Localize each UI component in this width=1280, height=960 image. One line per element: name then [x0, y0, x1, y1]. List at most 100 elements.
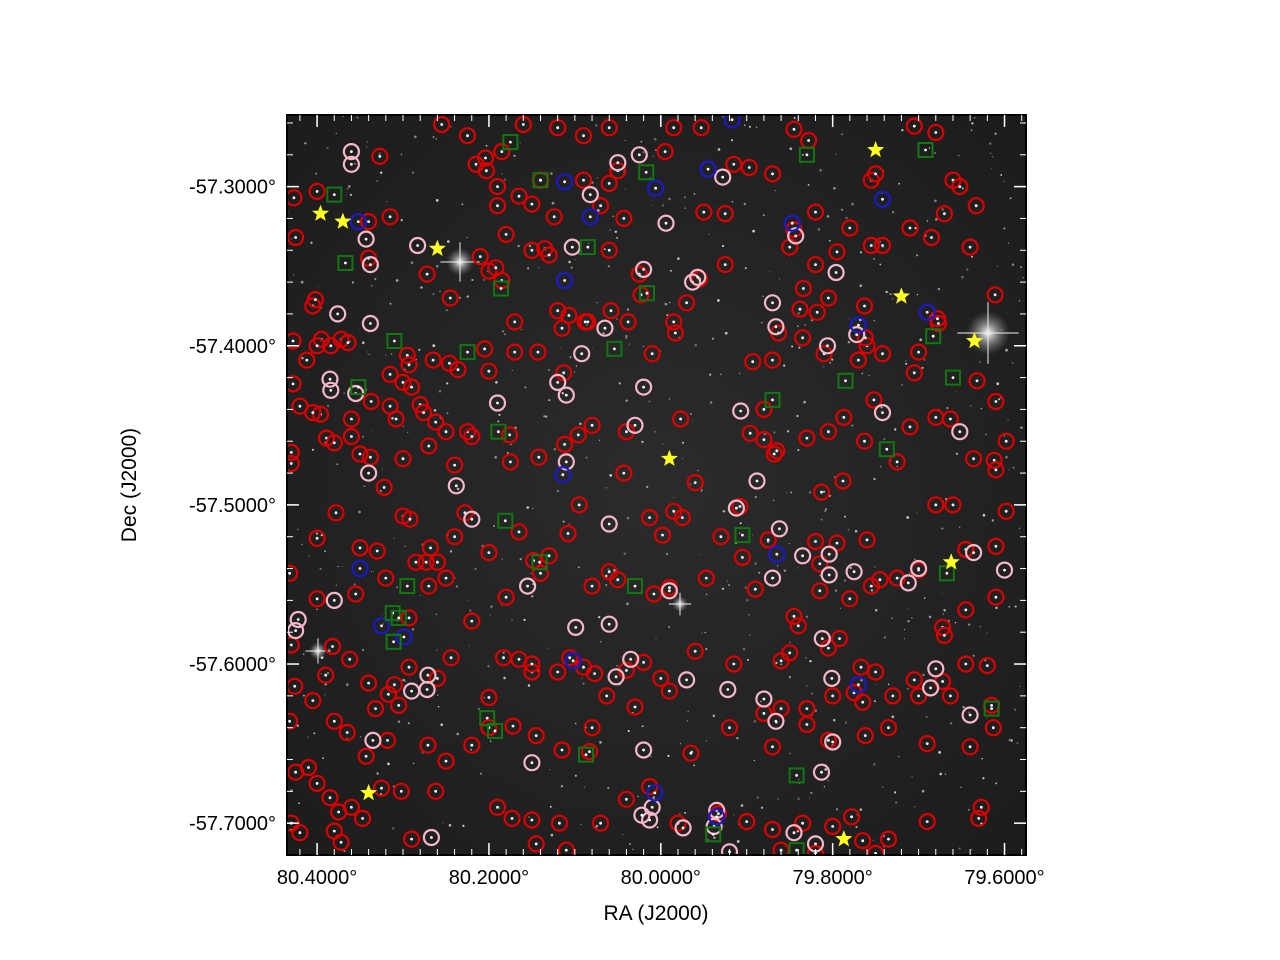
circle-marker — [361, 256, 379, 274]
circle-marker — [446, 456, 464, 474]
field-star — [345, 683, 349, 687]
field-star — [755, 126, 758, 129]
circle-marker — [783, 214, 801, 232]
field-star — [528, 816, 530, 818]
source-dot — [331, 645, 334, 648]
circle-marker — [441, 289, 459, 307]
circle-marker — [862, 236, 880, 255]
field-star — [831, 358, 834, 361]
circle-marker — [763, 738, 782, 756]
field-star — [786, 492, 788, 494]
star-marker — [428, 239, 446, 256]
field-star — [1022, 277, 1024, 279]
circle-marker — [339, 334, 357, 352]
field-star — [824, 508, 828, 511]
field-star — [503, 676, 506, 680]
field-star — [731, 200, 734, 203]
circle-marker — [985, 451, 1003, 469]
source-dot — [431, 358, 435, 362]
circle-marker — [785, 120, 803, 138]
source-dot — [661, 533, 664, 537]
field-star — [925, 715, 928, 718]
square-marker — [705, 826, 722, 843]
field-star — [363, 484, 366, 488]
source-dot — [887, 837, 890, 841]
circle-marker — [633, 806, 651, 824]
circle-marker — [555, 173, 574, 191]
field-star — [367, 351, 368, 353]
source-dot — [454, 484, 458, 488]
source-dot — [972, 551, 975, 554]
source-dot — [305, 358, 309, 362]
source-dot — [629, 657, 633, 661]
field-star — [335, 132, 338, 135]
circle-marker — [824, 817, 842, 836]
field-star — [721, 587, 725, 591]
field-star — [596, 302, 598, 304]
source-dot — [968, 713, 972, 717]
source-dot — [566, 532, 570, 535]
field-star — [843, 579, 847, 582]
square-marker — [399, 578, 416, 595]
circle-marker — [738, 812, 756, 831]
source-dot — [329, 388, 333, 392]
field-star — [342, 566, 344, 568]
source-dot — [994, 544, 998, 548]
field-star — [845, 216, 848, 220]
circle-marker — [527, 726, 545, 745]
source-dot — [350, 162, 353, 166]
field-star — [742, 647, 746, 651]
circle-marker — [598, 687, 616, 705]
circle-marker — [437, 752, 455, 770]
field-star — [432, 136, 435, 138]
source-dot — [478, 255, 482, 258]
field-star — [628, 842, 631, 845]
field-star — [743, 202, 746, 206]
field-star — [494, 456, 497, 459]
circle-marker — [634, 653, 653, 672]
circle-marker — [321, 370, 339, 388]
field-star — [614, 230, 618, 234]
source-dot — [723, 263, 727, 266]
field-star — [719, 373, 722, 376]
circle-marker — [619, 313, 637, 331]
field-star — [436, 649, 438, 651]
field-star — [324, 683, 327, 686]
field-star — [1008, 469, 1010, 471]
circle-marker — [458, 127, 477, 145]
source-dot — [863, 304, 866, 308]
circle-marker — [987, 588, 1005, 606]
field-star — [517, 244, 520, 248]
field-star — [982, 513, 986, 517]
source-dot — [818, 562, 822, 566]
square-marker — [385, 633, 402, 650]
field-star — [804, 324, 806, 326]
circle-marker — [574, 171, 593, 189]
field-star — [578, 253, 580, 255]
source-dot — [358, 546, 362, 550]
circle-marker — [683, 273, 702, 291]
field-star — [783, 569, 787, 572]
circle-marker — [325, 591, 343, 610]
source-dot — [556, 381, 560, 384]
source-dot — [644, 170, 648, 174]
field-star — [373, 570, 375, 572]
circle-marker — [580, 742, 599, 761]
square-marker — [764, 391, 781, 408]
source-dot — [874, 670, 877, 674]
field-star — [872, 839, 875, 842]
circle-marker — [645, 585, 663, 603]
field-star — [637, 795, 640, 798]
field-star — [694, 343, 697, 347]
field-star — [652, 155, 655, 158]
field-star — [1003, 180, 1005, 183]
source-dot — [582, 178, 585, 182]
source-dot — [951, 503, 955, 507]
field-star — [543, 415, 546, 418]
source-dot — [826, 344, 829, 348]
field-star — [684, 811, 687, 814]
source-dot — [852, 570, 856, 574]
source-dot — [293, 684, 297, 688]
circle-marker — [476, 340, 494, 358]
source-dot — [580, 352, 584, 356]
